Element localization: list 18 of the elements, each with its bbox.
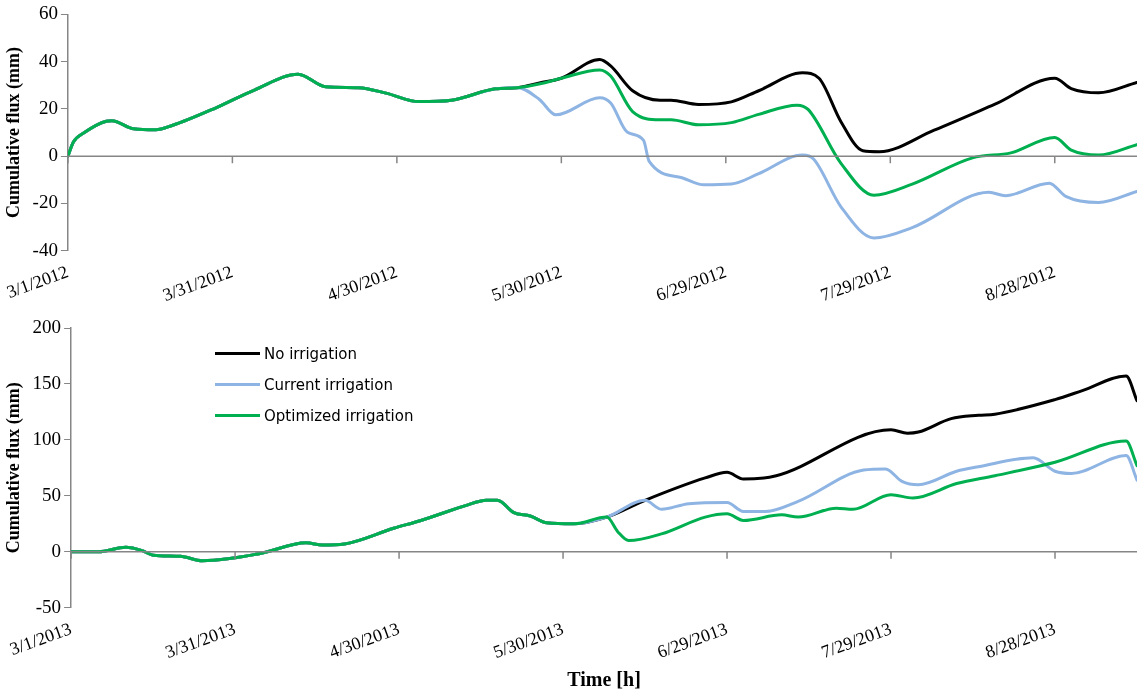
- y-axis-title: Cumulative flux (mm): [3, 382, 25, 554]
- y-tick-label: -20: [32, 191, 58, 213]
- y-tick-label: 20: [38, 96, 58, 118]
- y-tick-label: 100: [32, 427, 62, 449]
- y-tick-label: -50: [35, 595, 62, 617]
- legend-label: Current irrigation: [264, 375, 393, 394]
- y-tick-label: -40: [32, 238, 58, 260]
- y-tick-label: 60: [38, 2, 58, 24]
- y-tick-label: 40: [38, 49, 58, 71]
- y-axis-title: Cumulative flux (mm): [3, 47, 25, 219]
- y-tick-label: 50: [42, 483, 62, 505]
- y-tick-label: 200: [32, 315, 62, 337]
- legend-label: No irrigation: [264, 344, 358, 363]
- x-axis-title: Time [h]: [567, 668, 641, 691]
- y-tick-label: 0: [48, 144, 58, 166]
- y-tick-label: 0: [51, 539, 62, 561]
- y-tick-label: 150: [32, 371, 62, 393]
- legend-label: Optimized irrigation: [264, 406, 414, 425]
